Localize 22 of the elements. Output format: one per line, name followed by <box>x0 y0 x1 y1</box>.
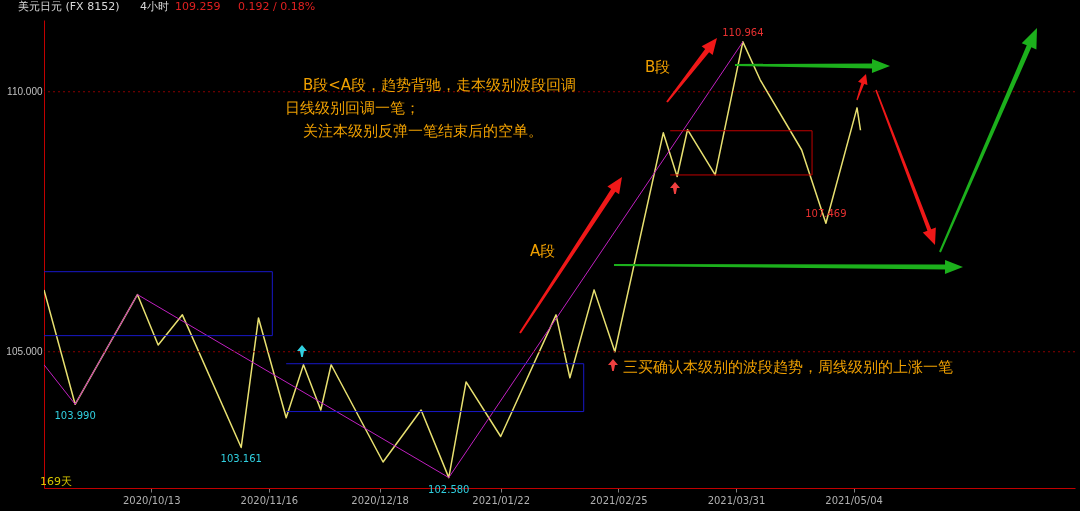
x-tick-label: 2020/10/13 <box>122 494 181 506</box>
annotation: 103.990 <box>54 410 96 422</box>
x-tick-label: 2021/03/31 <box>707 494 766 506</box>
x-tick-label: 2021/05/04 <box>825 494 883 506</box>
text: 0.192 / 0.18% <box>238 0 316 13</box>
annotation: 三买确认本级别的波段趋势，周线级别的上涨一笔 <box>623 358 953 376</box>
x-tick-label: 2021/01/22 <box>472 494 530 506</box>
annotation: 110.964 <box>722 26 764 38</box>
chart-subtitle: 4小时 <box>140 0 169 13</box>
x-tick-label: 2020/12/18 <box>351 494 409 506</box>
annotation: B段 <box>645 58 671 76</box>
annotation: 日线级别回调一笔； <box>285 99 420 117</box>
annotation: 103.161 <box>220 453 262 465</box>
annotation: A段 <box>530 242 556 260</box>
x-tick-label: 2021/02/25 <box>590 494 648 506</box>
y-tick-label: 110.000 <box>7 86 43 98</box>
annotation: B段<A段，趋势背驰，走本级别波段回调 <box>303 76 577 94</box>
y-tick-label: 105.000 <box>6 346 43 358</box>
text: 109.259 <box>175 0 221 13</box>
x-tick-label: 2020/11/16 <box>240 494 299 506</box>
annotation: 关注本级别反弹一笔结束后的空单。 <box>303 122 543 140</box>
chart-title: 美元日元 (FX 8152) <box>18 0 120 13</box>
